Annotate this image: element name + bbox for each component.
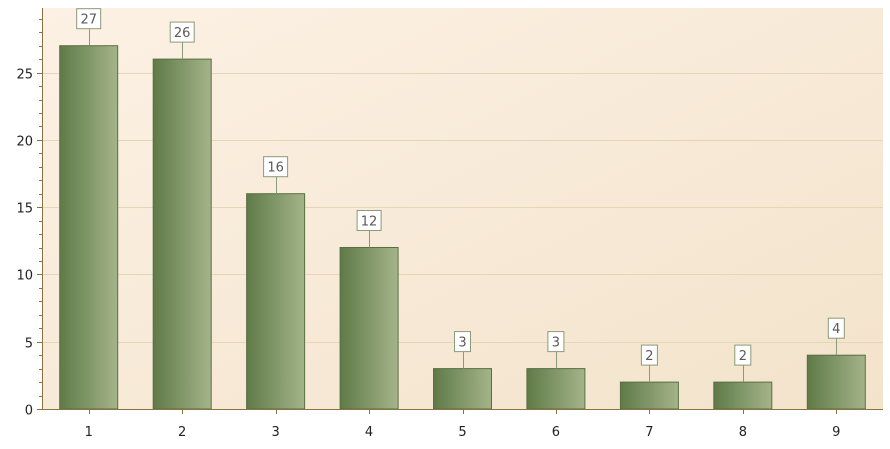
bar-9	[806, 354, 866, 410]
y-tick-label-10: 10	[16, 269, 33, 284]
data-label-5: 3	[458, 336, 466, 351]
y-tick-label-15: 15	[16, 202, 33, 217]
data-label-8: 2	[739, 349, 747, 364]
bars	[59, 45, 866, 410]
data-label-box-4	[356, 210, 382, 231]
x-tick-label-1: 1	[85, 425, 93, 440]
data-label-1: 27	[80, 13, 97, 28]
x-tick-label-8: 8	[739, 425, 747, 440]
y-tick-label-25: 25	[16, 68, 33, 83]
data-label-7: 2	[645, 349, 653, 364]
bar-5	[433, 368, 492, 410]
data-label-box-1	[76, 8, 102, 30]
y-tick-label-0: 0	[25, 404, 33, 419]
x-tick-label-4: 4	[365, 425, 373, 440]
bar-1	[59, 45, 119, 410]
data-label-box-9	[827, 317, 845, 339]
bar-2	[152, 58, 212, 410]
bar-8	[713, 381, 773, 410]
data-label-box-2	[169, 21, 195, 43]
x-tick-label-6: 6	[552, 425, 560, 440]
data-label-3: 16	[267, 161, 284, 176]
x-tick-label-3: 3	[271, 425, 279, 440]
bar-4	[339, 247, 399, 410]
data-label-box-3	[263, 156, 289, 178]
data-label-box-8	[734, 344, 752, 366]
data-label-6: 3	[552, 336, 560, 351]
data-label-9: 4	[832, 322, 840, 337]
data-label-4: 12	[361, 215, 378, 230]
bar-3	[246, 193, 306, 410]
y-tick-label-20: 20	[16, 135, 33, 150]
y-tick-label-5: 5	[25, 337, 33, 352]
bar-7	[619, 381, 679, 410]
data-label-2: 26	[174, 26, 191, 41]
bar-6	[526, 368, 586, 410]
x-tick-label-7: 7	[645, 425, 653, 440]
data-labels: 27 26 16 12 3 3 2 2 4	[76, 8, 845, 383]
x-tick-label-2: 2	[178, 425, 186, 440]
x-tick-label-9: 9	[832, 425, 840, 440]
data-label-box-7	[640, 344, 658, 366]
data-label-box-6	[547, 331, 565, 353]
data-label-box-5	[454, 331, 471, 353]
x-tick-label-5: 5	[458, 425, 466, 440]
